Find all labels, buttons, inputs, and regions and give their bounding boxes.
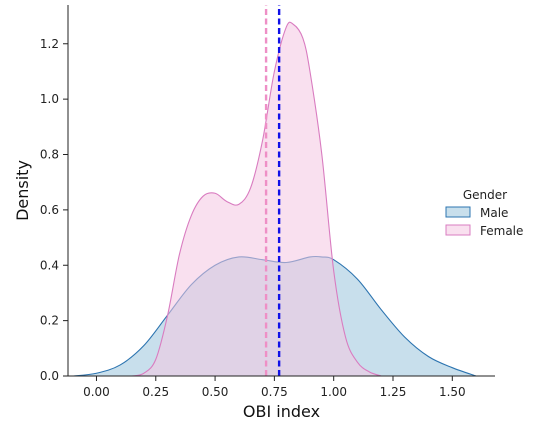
x-tick-label: 1.50 — [439, 385, 466, 399]
y-tick-label: 1.0 — [40, 92, 59, 106]
x-tick-label: 1.00 — [320, 385, 347, 399]
axes — [67, 5, 495, 377]
legend: Gender Male Female — [445, 188, 523, 238]
x-ticks: 0.00 0.25 0.50 0.75 1.00 1.25 1.50 — [83, 376, 466, 399]
legend-swatch-female — [445, 224, 471, 236]
y-tick-label: 0.6 — [40, 203, 59, 217]
y-tick-label: 0.0 — [40, 369, 59, 383]
y-tick-label: 0.8 — [40, 148, 59, 162]
y-tick-label: 1.2 — [40, 37, 59, 51]
y-axis-title: Density — [13, 160, 32, 221]
legend-label-male: Male — [480, 206, 508, 220]
x-tick-label: 0.50 — [202, 385, 229, 399]
legend-swatch-male — [445, 206, 471, 218]
x-axis-title: OBI index — [243, 402, 320, 421]
series-area-female — [132, 22, 382, 376]
legend-label-female: Female — [480, 224, 523, 238]
x-tick-label: 0.00 — [83, 385, 110, 399]
y-tick-label: 0.2 — [40, 314, 59, 328]
x-tick-label: 0.75 — [261, 385, 288, 399]
x-tick-label: 1.25 — [380, 385, 407, 399]
legend-title: Gender — [463, 188, 507, 202]
plot-area — [72, 5, 477, 377]
y-tick-label: 0.4 — [40, 258, 59, 272]
x-tick-label: 0.25 — [142, 385, 169, 399]
y-ticks: 0.0 0.2 0.4 0.6 0.8 1.0 1.2 — [40, 37, 68, 383]
series-line-female — [131, 21, 382, 377]
